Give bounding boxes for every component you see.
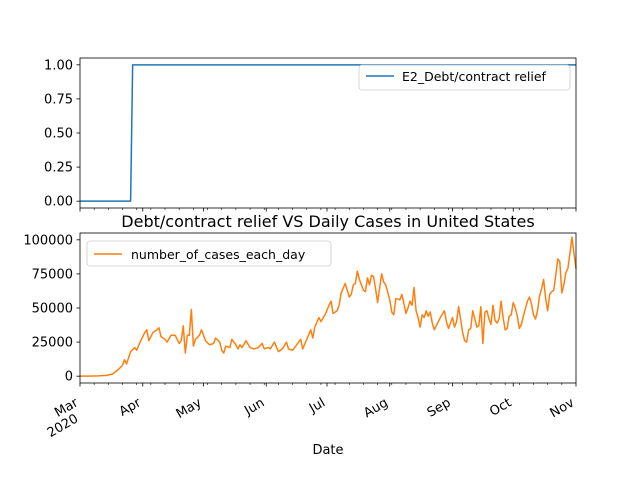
bottom-legend-box: [86, 240, 332, 267]
top-legend-box: [358, 64, 571, 91]
top-legend-label: E2_Debt/contract relief: [402, 69, 547, 84]
bottom-xtick-label: May: [174, 395, 205, 422]
bottom-xtick-label: Aug: [361, 395, 390, 421]
bottom-xtick-label: Jul: [306, 395, 328, 416]
bottom-legend-label: number_of_cases_each_day: [131, 247, 306, 262]
top-plot: 0.00 0.25 0.50 0.75 1.00 E2_Debt/contract rel…: [44, 57, 577, 212]
top-ytick-label: 1.00: [44, 58, 73, 73]
bottom-xtick-label: Sep: [425, 395, 454, 420]
top-ytick-label: 0.25: [44, 161, 73, 176]
bottom-legend: number_of_cases_each_day: [86, 240, 332, 267]
top-series-line-0: [80, 64, 576, 202]
bottom-ytick-label: 50000: [32, 302, 73, 317]
bottom-series-line-0: [80, 236, 577, 377]
bottom-xtick-label: Apr: [117, 395, 145, 420]
top-ytick-label: 0.50: [44, 127, 73, 142]
top-legend: E2_Debt/contract relief: [358, 64, 571, 91]
bottom-ytick-label: 0: [65, 370, 73, 385]
top-ytick-label: 0.00: [44, 195, 73, 210]
bottom-xtick-label: Jun: [241, 395, 267, 419]
top-ytick-label: 0.75: [44, 92, 73, 107]
bottom-xtick-label: Nov: [548, 395, 578, 421]
chart-title: Debt/contract relief VS Daily Cases in U…: [121, 212, 534, 231]
bottom-ytick-label: 100000: [23, 233, 73, 248]
bottom-xtick-label: Oct: [487, 395, 514, 419]
bottom-ytick-label: 25000: [32, 336, 73, 351]
x-axis-label: Date: [312, 443, 343, 458]
bottom-ytick-label: 75000: [32, 267, 73, 282]
